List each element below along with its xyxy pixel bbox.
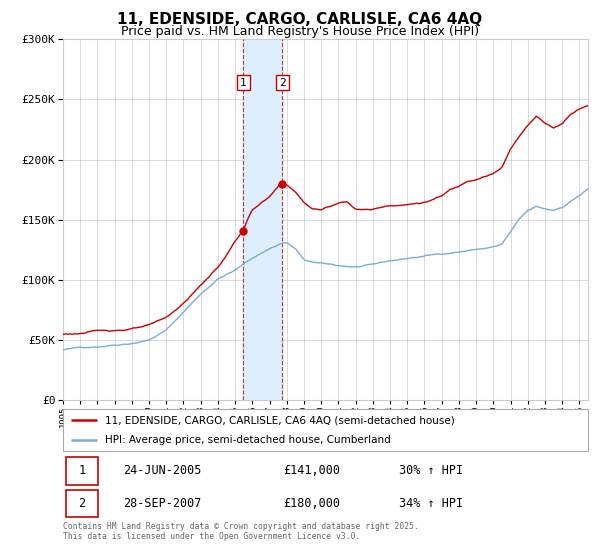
Text: Contains HM Land Registry data © Crown copyright and database right 2025.
This d: Contains HM Land Registry data © Crown c…: [63, 522, 419, 542]
Bar: [65, 491, 98, 517]
Text: 24-JUN-2005: 24-JUN-2005: [124, 464, 202, 478]
Bar: [65, 458, 98, 484]
Text: 11, EDENSIDE, CARGO, CARLISLE, CA6 4AQ: 11, EDENSIDE, CARGO, CARLISLE, CA6 4AQ: [118, 12, 482, 27]
Bar: [244, 39, 283, 400]
Text: 30% ↑ HPI: 30% ↑ HPI: [399, 464, 463, 478]
Text: 2: 2: [279, 77, 286, 87]
Text: 34% ↑ HPI: 34% ↑ HPI: [399, 497, 463, 510]
Text: 11, EDENSIDE, CARGO, CARLISLE, CA6 4AQ (semi-detached house): 11, EDENSIDE, CARGO, CARLISLE, CA6 4AQ (…: [105, 415, 455, 425]
Text: £141,000: £141,000: [284, 464, 341, 478]
Text: 1: 1: [79, 464, 85, 478]
Text: Price paid vs. HM Land Registry's House Price Index (HPI): Price paid vs. HM Land Registry's House …: [121, 25, 479, 38]
Text: £180,000: £180,000: [284, 497, 341, 510]
Text: 2: 2: [79, 497, 85, 510]
Text: 1: 1: [240, 77, 247, 87]
Text: HPI: Average price, semi-detached house, Cumberland: HPI: Average price, semi-detached house,…: [105, 435, 391, 445]
Text: 28-SEP-2007: 28-SEP-2007: [124, 497, 202, 510]
